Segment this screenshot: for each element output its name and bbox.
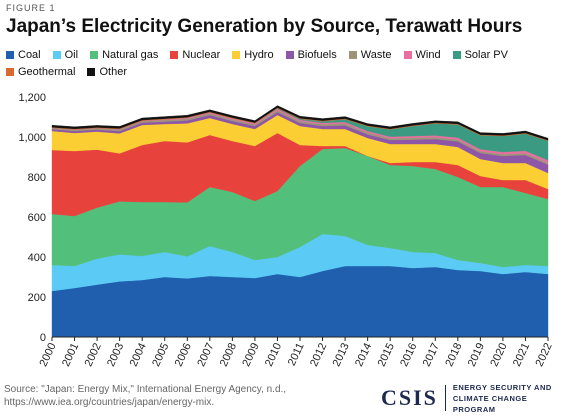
legend-label-biofuels: Biofuels xyxy=(297,48,337,61)
legend-swatch-biofuels xyxy=(285,50,294,59)
legend-item-solar-pv: Solar PV xyxy=(452,48,508,61)
x-tick-label: 2007 xyxy=(195,341,216,368)
x-tick-label: 2001 xyxy=(60,341,81,368)
y-tick-label: 800 xyxy=(28,172,46,184)
source-note: Source: "Japan: Energy Mix," Internation… xyxy=(4,383,286,409)
logo-sub-line-1: ENERGY SECURITY AND xyxy=(452,382,552,392)
csis-logo: CSIS ENERGY SECURITY AND CLIMATE CHANGE … xyxy=(381,382,564,415)
legend-label-oil: Oil xyxy=(64,48,79,61)
y-tick-label: 0 xyxy=(40,332,46,344)
y-tick-label: 400 xyxy=(28,252,46,264)
legend-label-geothermal: Geothermal xyxy=(18,65,76,78)
x-axis: 2000 2001 2002 2003 2004 2005 2006 2007 2008 2009… xyxy=(37,336,555,368)
legend-swatch-waste xyxy=(348,50,357,59)
legend-swatch-wind xyxy=(403,50,412,59)
y-tick-label: 200 xyxy=(28,292,46,304)
legend-item-nuclear: Nuclear xyxy=(170,48,220,61)
x-tick-label: 2016 xyxy=(398,341,419,368)
x-tick-label: 2015 xyxy=(376,341,397,368)
x-tick-label: 2000 xyxy=(37,341,58,368)
legend-label-wind: Wind xyxy=(415,48,441,61)
legend-swatch-other xyxy=(87,67,96,76)
legend-label-natural-gas: Natural gas xyxy=(102,48,159,61)
legend-swatch-oil xyxy=(52,50,61,59)
x-tick-label: 2018 xyxy=(443,341,464,368)
x-tick-label: 2014 xyxy=(353,341,374,368)
figure-label: FIGURE 1 xyxy=(6,3,56,13)
series-areas xyxy=(51,105,549,338)
y-tick-label: 600 xyxy=(28,212,46,224)
logo-sub-line-2: CLIMATE CHANGE PROGRAM xyxy=(452,393,528,414)
legend-item-wind: Wind xyxy=(403,48,441,61)
legend-label-coal: Coal xyxy=(18,48,41,61)
logo-mark: CSIS xyxy=(381,385,438,410)
x-tick-label: 2011 xyxy=(286,341,307,368)
legend-label-waste: Waste xyxy=(360,48,392,61)
legend-swatch-solar-pv xyxy=(452,50,461,59)
y-tick-label: 1,200 xyxy=(18,92,46,104)
legend-item-oil: Oil xyxy=(52,48,79,61)
legend-item-geothermal: Geothermal xyxy=(6,65,75,78)
x-tick-label: 2020 xyxy=(488,341,509,368)
x-tick-label: 2017 xyxy=(421,341,442,368)
x-tick-label: 2002 xyxy=(83,341,104,368)
legend-item-biofuels: Biofuels xyxy=(285,48,337,61)
legend-item-hydro: Hydro xyxy=(232,48,274,61)
legend-item-coal: Coal xyxy=(6,48,41,61)
x-tick-label: 2010 xyxy=(263,341,284,368)
legend-item-natural-gas: Natural gas xyxy=(90,48,158,61)
legend-swatch-geothermal xyxy=(6,67,14,76)
legend-swatch-nuclear xyxy=(170,50,179,59)
x-tick-label: 2021 xyxy=(511,341,532,368)
legend-label-nuclear: Nuclear xyxy=(182,48,221,61)
x-tick-label: 2005 xyxy=(150,341,171,368)
x-tick-label: 2022 xyxy=(533,341,554,368)
logo-divider xyxy=(444,385,446,411)
legend-item-waste: Waste xyxy=(348,48,392,61)
legend-label-other: Other xyxy=(99,65,127,78)
source-line-1: Source: "Japan: Energy Mix," Internation… xyxy=(4,384,287,395)
source-url: https://www.iea.org/countries/japan/ener… xyxy=(4,397,215,408)
x-tick-label: 2003 xyxy=(105,341,126,368)
x-tick-label: 2009 xyxy=(240,341,261,368)
x-tick-label: 2008 xyxy=(218,341,239,368)
legend-swatch-natural-gas xyxy=(90,50,99,59)
x-tick-label: 2004 xyxy=(128,341,149,368)
y-tick-label: 1,000 xyxy=(18,132,46,144)
x-tick-label: 2019 xyxy=(466,341,487,368)
legend-swatch-coal xyxy=(6,50,14,59)
x-tick-label: 2006 xyxy=(173,341,194,368)
legend-label-hydro: Hydro xyxy=(244,48,274,61)
x-tick-label: 2012 xyxy=(308,341,329,368)
legend-swatch-hydro xyxy=(232,50,241,59)
legend-label-solar-pv: Solar PV xyxy=(464,48,508,61)
area-other xyxy=(51,105,549,141)
legend-row: Coal Oil Natural gas Nuclear Hydro Biofuels Wa… xyxy=(6,48,558,78)
x-tick-label: 2013 xyxy=(331,341,352,368)
y-axis: 0 200 400 600 800 1,000 1,200 xyxy=(18,92,46,344)
legend: Coal Oil Natural gas Nuclear Hydro Biofuels Wa… xyxy=(6,48,558,78)
chart-title: Japan’s Electricity Generation by Source… xyxy=(6,16,523,37)
legend-item-other: Other xyxy=(87,65,127,78)
logo-program-name: ENERGY SECURITY AND CLIMATE CHANGE PROGR… xyxy=(453,382,564,415)
